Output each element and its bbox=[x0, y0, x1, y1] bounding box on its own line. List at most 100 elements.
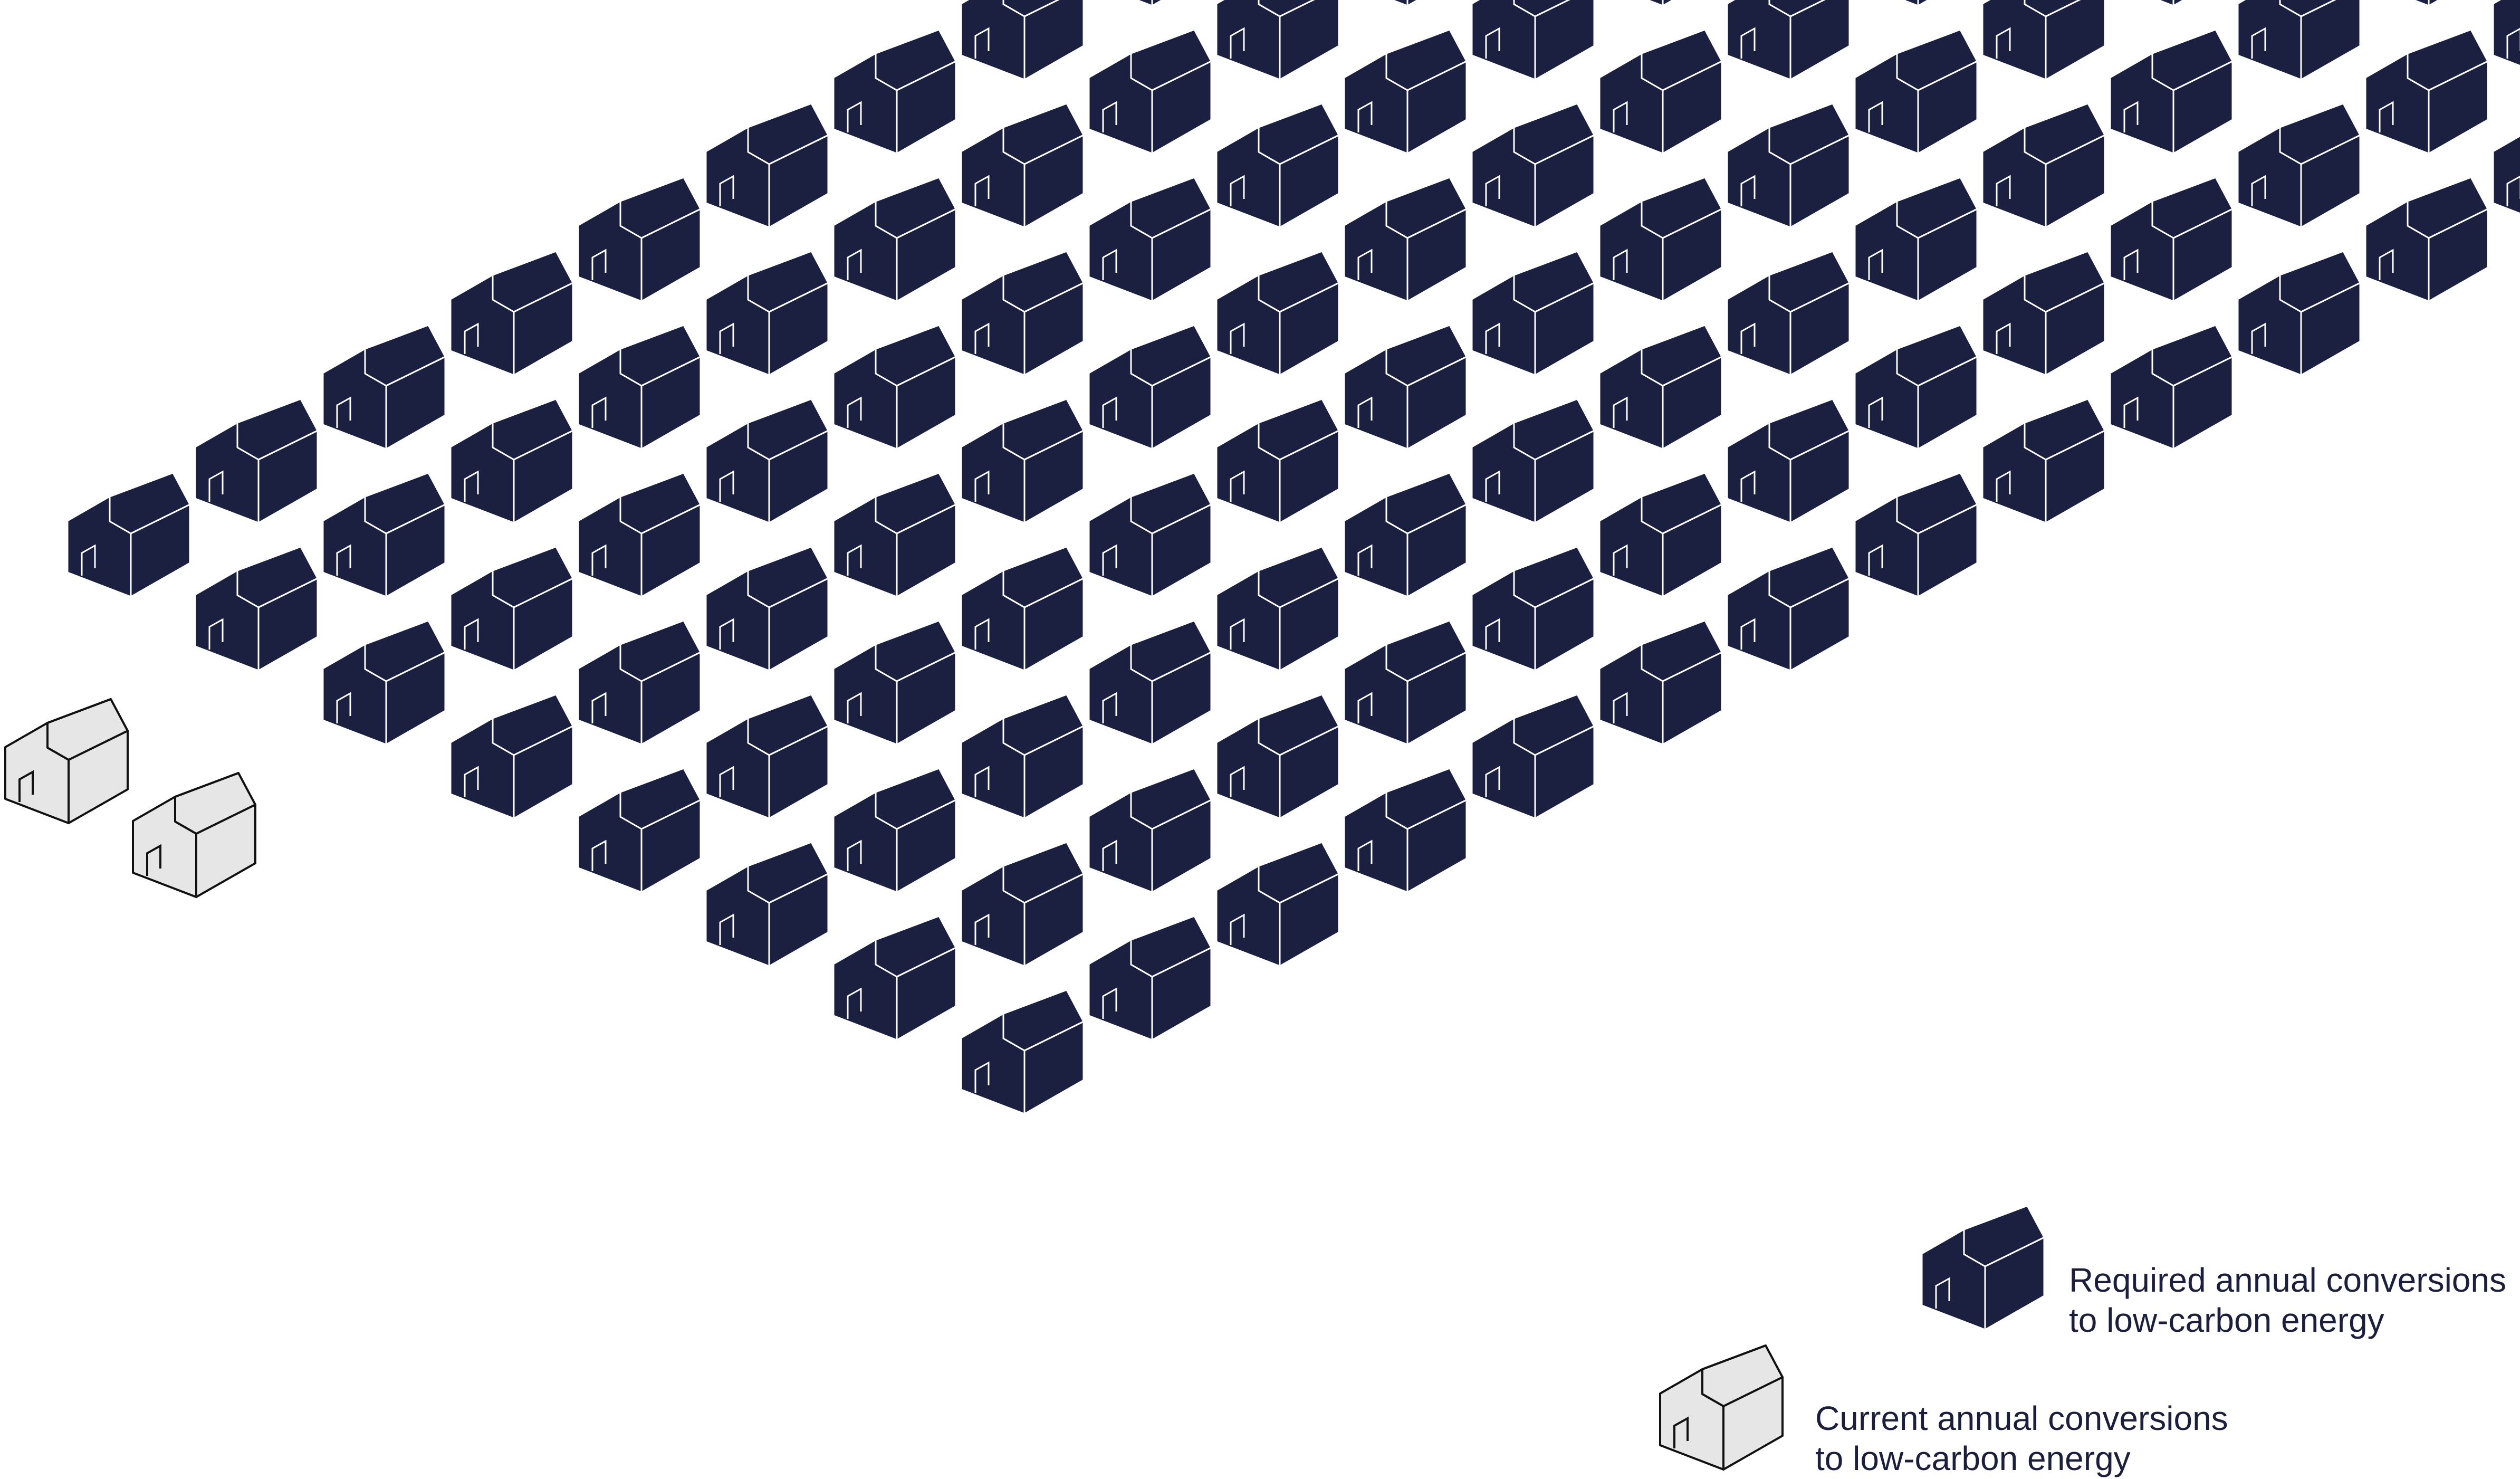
required-house bbox=[2109, 28, 2234, 155]
required-house bbox=[1981, 398, 2106, 524]
required-house bbox=[1901, 0, 1930, 7]
required-house bbox=[1726, 398, 1851, 524]
required-house bbox=[1854, 472, 1978, 598]
required-house bbox=[1343, 619, 1468, 746]
required-house bbox=[2237, 250, 2361, 376]
required-house bbox=[1088, 324, 1212, 450]
required-house bbox=[2156, 0, 2186, 7]
required-house bbox=[1215, 841, 1340, 967]
required-house bbox=[960, 102, 1085, 228]
required-house bbox=[1854, 324, 1978, 450]
required-house bbox=[832, 28, 957, 155]
required-house bbox=[960, 693, 1085, 819]
required-house bbox=[1981, 102, 2106, 228]
required-house bbox=[832, 915, 957, 1041]
required-house bbox=[2109, 324, 2234, 450]
required-house bbox=[1215, 398, 1340, 524]
required-house bbox=[1088, 915, 1212, 1041]
required-house bbox=[1215, 0, 1340, 81]
required-house bbox=[1598, 619, 1723, 746]
required-house bbox=[1390, 0, 1420, 7]
required-house bbox=[1343, 472, 1468, 598]
current-house bbox=[132, 772, 256, 898]
required-house bbox=[1471, 398, 1595, 524]
required-house bbox=[449, 398, 574, 524]
required-house bbox=[449, 250, 574, 376]
required-house bbox=[449, 693, 574, 819]
legend-current-icon bbox=[1659, 1344, 1784, 1471]
required-house bbox=[832, 619, 957, 746]
required-house bbox=[832, 324, 957, 450]
required-house bbox=[1598, 28, 1723, 155]
required-house bbox=[1088, 619, 1212, 746]
required-house bbox=[960, 250, 1085, 376]
required-house bbox=[1471, 102, 1595, 228]
required-house bbox=[960, 0, 1085, 81]
required-house bbox=[1726, 250, 1851, 376]
required-house bbox=[960, 398, 1085, 524]
required-house bbox=[1854, 28, 1978, 155]
required-house bbox=[832, 472, 957, 598]
required-house bbox=[832, 767, 957, 893]
legend-current-label: Current annual conversions to low-carbon… bbox=[1815, 1398, 2228, 1478]
required-house bbox=[1343, 28, 1468, 155]
required-house bbox=[1854, 176, 1978, 302]
required-house bbox=[194, 398, 319, 524]
required-house bbox=[960, 989, 1085, 1115]
required-house bbox=[577, 472, 702, 598]
required-house bbox=[1981, 250, 2106, 376]
required-house bbox=[1088, 28, 1212, 155]
required-house bbox=[1726, 0, 1851, 81]
required-house bbox=[1215, 546, 1340, 672]
required-house bbox=[1726, 546, 1851, 672]
required-house bbox=[1135, 0, 1164, 7]
required-house bbox=[449, 546, 574, 672]
required-house bbox=[1981, 0, 2106, 81]
required-house bbox=[705, 693, 829, 819]
required-house bbox=[2364, 176, 2489, 302]
required-house bbox=[2411, 0, 2441, 7]
required-house bbox=[1215, 102, 1340, 228]
required-house bbox=[960, 546, 1085, 672]
required-house bbox=[1471, 0, 1595, 81]
legend-required-line1: Required annual conversions bbox=[2069, 1261, 2506, 1299]
required-house bbox=[1215, 250, 1340, 376]
required-house bbox=[1598, 472, 1723, 598]
required-house bbox=[1343, 324, 1468, 450]
legend-current-line1: Current annual conversions bbox=[1815, 1399, 2228, 1437]
required-house bbox=[2492, 0, 2520, 67]
required-house bbox=[2492, 135, 2520, 215]
required-house bbox=[577, 767, 702, 893]
required-house bbox=[1343, 767, 1468, 893]
required-house bbox=[1343, 176, 1468, 302]
required-house bbox=[832, 176, 957, 302]
required-house bbox=[2237, 0, 2361, 81]
required-house bbox=[2364, 28, 2489, 155]
required-house bbox=[2109, 176, 2234, 302]
required-house bbox=[1471, 250, 1595, 376]
required-house bbox=[1471, 693, 1595, 819]
required-house bbox=[705, 398, 829, 524]
required-house bbox=[1726, 102, 1851, 228]
required-house bbox=[1215, 693, 1340, 819]
current-house bbox=[4, 698, 129, 824]
required-house bbox=[1471, 546, 1595, 672]
required-house bbox=[577, 324, 702, 450]
required-house bbox=[2237, 102, 2361, 228]
required-house bbox=[66, 472, 191, 598]
required-house bbox=[1088, 472, 1212, 598]
required-house bbox=[194, 546, 319, 672]
required-house bbox=[322, 324, 446, 450]
required-house bbox=[705, 841, 829, 967]
legend-required-icon bbox=[1921, 1205, 2045, 1331]
required-house bbox=[1598, 324, 1723, 450]
required-house bbox=[322, 619, 446, 746]
required-house bbox=[705, 250, 829, 376]
required-house bbox=[577, 176, 702, 302]
required-house bbox=[322, 472, 446, 598]
required-house bbox=[705, 546, 829, 672]
required-house bbox=[960, 841, 1085, 967]
required-house bbox=[705, 102, 829, 228]
